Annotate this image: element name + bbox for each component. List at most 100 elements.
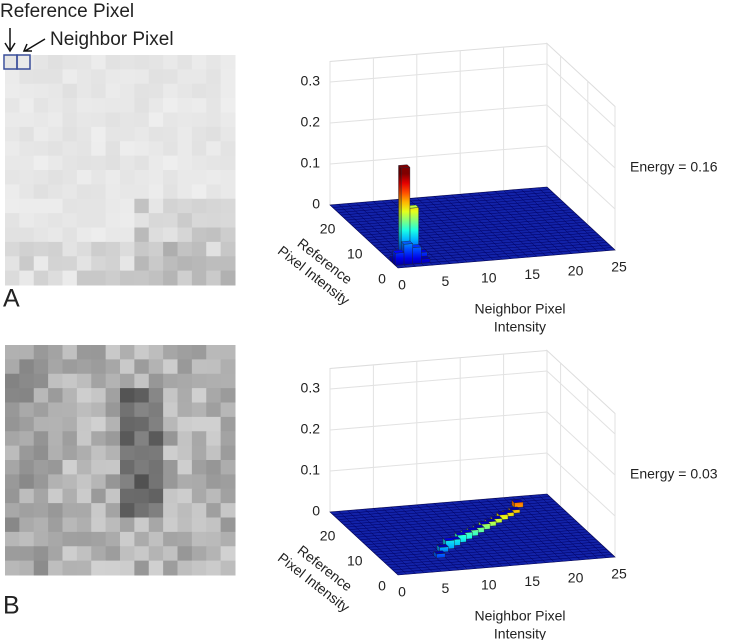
pixel [91,416,107,432]
pixel [177,431,193,447]
pixel [206,416,222,432]
pixel [177,98,193,113]
pixel [177,184,193,200]
pixel [206,531,222,547]
pixel [48,460,63,475]
pixel [148,402,164,418]
pixel [48,112,63,128]
pixel [177,388,193,403]
x-tick-label: 5 [442,273,450,289]
pixel [134,503,150,518]
pixel [177,359,193,375]
floor-line [343,199,561,218]
floor-line [477,499,546,563]
pixel [62,416,78,432]
pixel [33,560,49,576]
pixel [177,345,193,360]
pixel [76,155,92,171]
floor-line [520,188,590,253]
pixel [206,213,222,228]
pixel [33,256,49,272]
pixel [76,256,92,272]
pixel [62,560,78,576]
pixel [191,69,207,85]
y-tick-label: 0 [378,578,386,594]
pixel [191,431,207,447]
y-tick-label: 20 [320,527,336,543]
floor-line [468,193,538,257]
pixel [120,184,135,200]
pixel [191,388,207,403]
pixel [220,546,236,562]
pixel [33,531,49,547]
pixel [105,184,121,200]
pixel [19,546,35,562]
floor-line [390,506,459,571]
floor-line [338,511,407,575]
floor-line [538,187,607,251]
pixel [105,445,121,461]
floor-line [392,551,610,571]
pixel [148,270,164,286]
pixel [206,227,222,243]
pixel [220,503,236,518]
pixel [76,69,92,85]
pixel [48,69,63,85]
pixel [91,445,107,461]
pixel [76,98,92,113]
pixel [206,474,222,490]
x-tick-label: 10 [481,577,497,593]
pixel [191,460,207,475]
pixel [33,170,49,185]
pixel [148,227,164,243]
pixel [62,69,78,85]
pixel [91,503,107,518]
pixel [134,531,150,547]
floor-line [425,196,494,261]
pixel [91,474,107,490]
pixel [91,55,107,70]
pixel [91,531,107,547]
z-tick-label: 0 [312,503,320,519]
pixel [177,227,193,243]
pixel [206,83,222,99]
pixel [5,83,20,99]
pixel [191,155,207,171]
pixel [206,345,222,360]
pixel [120,431,135,447]
pixel [191,112,207,128]
floor-line [335,191,553,211]
pixel [120,126,135,142]
pixel [5,126,20,142]
pixel [76,213,92,228]
pixel [5,155,20,171]
pixel [163,560,178,576]
z-tick-label: 0 [312,196,320,212]
pixel [206,488,222,504]
pixel [62,517,78,533]
pixel [76,198,92,214]
floor-line [384,544,602,563]
pixel [163,213,178,228]
pixel [91,270,107,286]
pixel [19,98,35,113]
floor-line [338,194,556,213]
pixel [105,373,121,389]
pixel [120,388,135,403]
pixel [220,227,236,243]
floor-line [395,554,613,573]
pixel [19,241,35,257]
bar-side-shade [511,500,515,508]
pixel [5,184,20,200]
pixel [206,126,222,142]
pixel [134,69,150,85]
floor-line [343,506,561,525]
floor-line [347,510,416,574]
pixel [134,256,150,272]
pixel [191,98,207,113]
pixel [177,488,193,504]
pixel [191,55,207,70]
pixel [134,345,150,360]
pixel [91,98,107,113]
pixel [91,560,107,576]
